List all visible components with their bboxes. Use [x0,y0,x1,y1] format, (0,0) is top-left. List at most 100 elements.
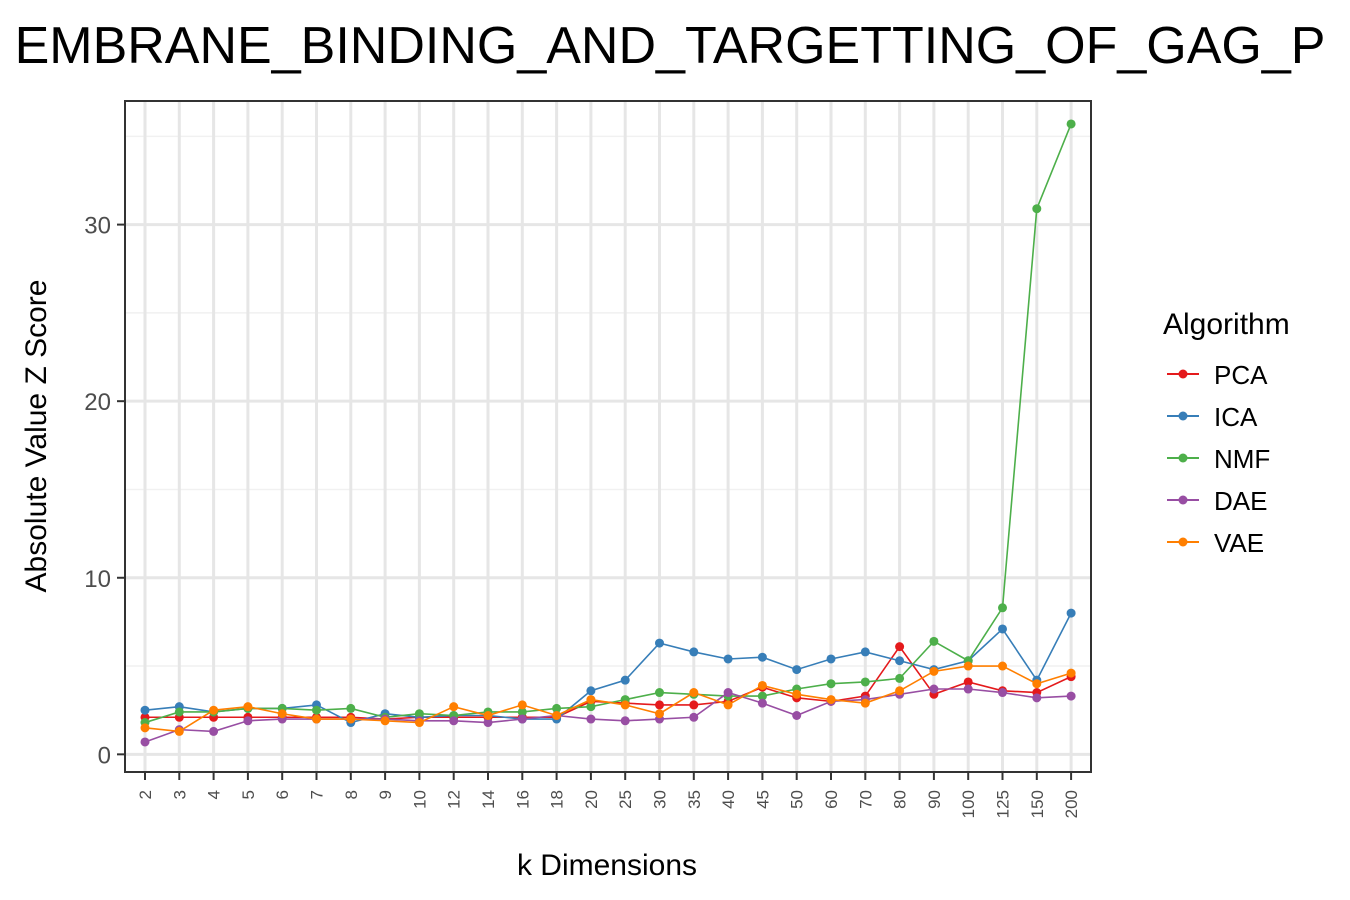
x-tick-label: 18 [548,790,567,809]
data-point-vae [552,710,562,720]
data-point-dae [483,718,493,728]
data-point-nmf [346,703,356,713]
data-point-vae [860,698,870,708]
data-point-vae [380,716,390,726]
data-point-ica [860,647,870,657]
series-line-dae [144,688,1072,743]
data-point-ica [757,652,767,662]
data-point-vae [620,700,630,710]
data-point-dae [963,684,973,694]
legend-title: Algorithm [1163,308,1290,341]
data-point-vae [243,702,253,712]
legend-label-ica: ICA [1214,402,1258,432]
data-point-dae [1066,691,1076,701]
x-tick-label: 10 [410,790,429,809]
data-point-dae [449,716,459,726]
data-point-nmf [586,702,596,712]
data-point-dae [792,710,802,720]
data-point-dae [1032,693,1042,703]
legend-key-point-nmf [1178,453,1188,463]
data-point-dae [723,688,733,698]
x-tick-label: 3 [170,790,189,799]
data-point-nmf [552,703,562,713]
data-point-nmf [174,707,184,717]
data-point-dae [586,714,596,724]
data-point-nmf [655,688,664,698]
data-point-nmf [929,636,939,646]
data-point-dae [929,684,939,694]
data-point-vae [517,700,527,710]
x-tick-label: 125 [994,790,1013,818]
data-point-nmf [757,691,767,701]
x-axis-title: k Dimensions [517,849,697,882]
data-point-pca [689,700,699,710]
data-point-nmf [998,603,1007,613]
x-tick-label: 12 [445,790,464,809]
x-tick-label: 80 [891,790,910,809]
y-tick-label: 0 [98,742,111,769]
data-point-vae [140,723,150,733]
data-point-vae [655,709,664,719]
x-tick-label: 200 [1062,790,1081,818]
data-point-dae [689,712,699,722]
data-point-dae [757,698,767,708]
data-point-vae [346,714,356,724]
y-tick-label: 10 [84,566,111,593]
data-point-pca [655,700,664,710]
x-tick-label: 90 [925,790,944,809]
data-point-nmf [1066,119,1076,129]
data-point-ica [895,656,905,666]
data-point-vae [826,695,836,705]
data-point-vae [689,688,699,698]
x-tick-label: 60 [822,790,841,809]
y-tick-label: 20 [84,389,111,416]
data-point-vae [723,700,733,710]
x-tick-label: 45 [753,790,772,809]
series-lines [140,119,1076,747]
data-point-vae [277,709,287,719]
x-tick-label: 6 [273,790,292,799]
x-tick-label: 7 [308,790,327,799]
data-point-nmf [517,707,527,717]
data-point-vae [483,710,493,720]
data-point-vae [792,689,802,699]
y-tick-label: 30 [84,213,111,240]
data-point-ica [723,654,733,664]
data-point-nmf [895,673,905,683]
data-point-dae [243,716,253,726]
legend-key-point-vae [1178,537,1188,547]
x-tick-label: 8 [342,790,361,799]
data-point-nmf [826,679,836,689]
data-point-ica [689,647,699,657]
data-point-nmf [414,709,424,719]
legend-label-nmf: NMF [1214,444,1270,474]
data-point-ica [620,675,630,685]
data-point-ica [826,654,836,664]
x-tick-label: 40 [719,790,738,809]
x-tick-label: 35 [685,790,704,809]
x-tick-label: 14 [479,790,498,809]
x-tick-label: 4 [205,790,224,799]
data-point-ica [792,665,802,675]
data-point-vae [174,726,184,736]
data-point-ica [586,686,596,696]
data-point-dae [517,714,527,724]
x-tick-label: 2 [136,790,155,799]
data-point-ica [655,638,664,648]
data-point-vae [312,714,321,724]
data-point-vae [414,718,424,728]
data-point-vae [449,702,459,712]
data-point-vae [929,666,939,676]
x-tick-label: 25 [616,790,635,809]
data-point-ica [140,705,150,715]
data-point-nmf [860,677,870,687]
series-line-vae [144,665,1072,733]
x-tick-label: 50 [788,790,807,809]
x-tick-label: 5 [239,790,258,799]
data-point-vae [757,680,767,690]
data-point-vae [1066,668,1076,678]
data-point-dae [209,726,219,736]
legend-label-vae: VAE [1214,528,1264,558]
legend-key-point-dae [1178,495,1188,505]
data-point-dae [620,716,630,726]
